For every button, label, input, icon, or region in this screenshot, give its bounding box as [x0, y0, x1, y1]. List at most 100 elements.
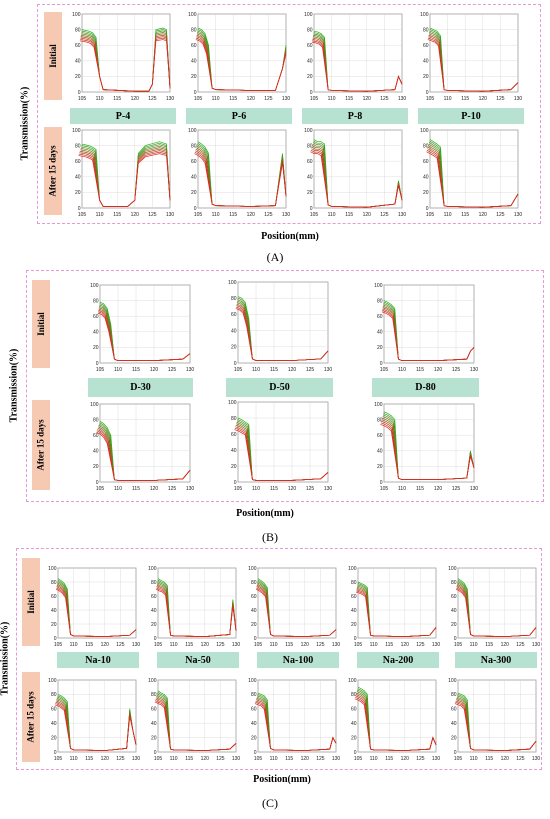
x-tick-label: 120: [434, 367, 443, 373]
y-tick-label: 100: [188, 12, 197, 18]
x-tick-label: 120: [479, 212, 488, 218]
y-tick-label: 40: [351, 608, 357, 614]
x-tick-label: 105: [54, 756, 63, 762]
x-tick-label: 105: [54, 642, 63, 648]
x-tick-label: 120: [401, 756, 410, 762]
x-tick-label: 120: [288, 486, 297, 492]
series-line-D-80-initial-8: [381, 311, 475, 362]
x-tick-label: 115: [113, 212, 121, 218]
x-tick-label: 130: [324, 486, 333, 492]
y-tick-label: 0: [354, 750, 357, 756]
panel-b-row-after-label: After 15 days: [32, 400, 50, 490]
x-tick-label: 105: [194, 212, 203, 218]
y-tick-label: 60: [451, 594, 457, 600]
y-tick-label: 20: [307, 190, 313, 196]
x-tick-label: 105: [96, 367, 105, 373]
x-tick-label: 130: [186, 486, 195, 492]
y-tick-label: 100: [420, 12, 429, 18]
y-tick-label: 60: [251, 707, 257, 713]
y-tick-label: 40: [307, 59, 313, 65]
plot-Na-200-initial: 105 110 115 120 125 130 0 20 40 60 80 100: [348, 566, 440, 648]
y-tick-label: 80: [191, 27, 197, 33]
x-tick-label: 115: [270, 367, 278, 373]
y-tick-label: 100: [374, 283, 383, 289]
plot-area: [357, 567, 437, 639]
y-tick-label: 100: [90, 402, 99, 408]
plot-area: [157, 567, 237, 639]
x-tick-label: 115: [461, 212, 469, 218]
x-tick-label: 105: [154, 756, 163, 762]
y-tick-label: 60: [307, 159, 313, 165]
y-tick-label: 60: [151, 707, 157, 713]
y-tick-label: 40: [75, 59, 81, 65]
y-tick-label: 80: [231, 416, 237, 422]
x-tick-label: 130: [166, 96, 175, 102]
y-tick-label: 80: [151, 580, 157, 586]
x-tick-label: 125: [306, 367, 315, 373]
x-tick-label: 125: [452, 367, 461, 373]
y-tick-label: 0: [54, 750, 57, 756]
y-tick-label: 20: [191, 74, 197, 80]
y-tick-label: 80: [75, 143, 81, 149]
y-tick-label: 20: [151, 735, 157, 741]
x-tick-label: 130: [398, 96, 407, 102]
y-tick-label: 20: [423, 190, 429, 196]
y-tick-label: 40: [231, 448, 237, 454]
condition-label-Na-300: Na-300: [455, 652, 537, 668]
x-tick-label: 130: [432, 756, 441, 762]
panel-c-ylabel: Transmission(%): [0, 621, 11, 696]
y-tick-label: 20: [191, 190, 197, 196]
x-tick-label: 115: [85, 756, 93, 762]
y-tick-label: 100: [248, 566, 257, 572]
plot-Na-100-initial: 105 110 115 120 125 130 0 20 40 60 80 100: [248, 566, 340, 648]
series-line-Na-10-after-8: [54, 704, 137, 751]
plot-area: [457, 679, 537, 753]
y-tick-label: 20: [51, 622, 57, 628]
x-tick-label: 105: [154, 642, 163, 648]
series-line-P-10-after-8: [426, 151, 519, 208]
y-tick-label: 0: [96, 480, 99, 486]
plot-Na-100-after: 105 110 115 120 125 130 0 20 40 60 80 100: [248, 678, 340, 762]
x-tick-label: 105: [380, 367, 389, 373]
x-tick-label: 120: [150, 486, 159, 492]
x-tick-label: 110: [270, 642, 278, 648]
series-line-P-8-after-8: [310, 151, 403, 208]
x-tick-label: 110: [170, 756, 178, 762]
x-tick-label: 115: [113, 96, 121, 102]
y-tick-label: 20: [231, 464, 237, 470]
y-tick-label: 20: [251, 735, 257, 741]
condition-label-Na-10: Na-10: [57, 652, 139, 668]
x-tick-label: 105: [426, 96, 435, 102]
x-tick-label: 125: [168, 367, 177, 373]
y-tick-label: 40: [251, 608, 257, 614]
x-tick-label: 125: [168, 486, 177, 492]
x-tick-label: 120: [363, 96, 372, 102]
x-tick-label: 105: [78, 96, 87, 102]
x-tick-label: 130: [514, 212, 523, 218]
x-tick-label: 125: [516, 756, 525, 762]
x-tick-label: 120: [301, 642, 310, 648]
y-tick-label: 100: [48, 678, 57, 684]
plot-area: [57, 567, 137, 639]
panel-c-xlabel: Position(mm): [253, 774, 311, 785]
plot-D-30-after: 105 110 115 120 125 130 0 20 40 60 80 100: [90, 402, 195, 492]
plot-area: [197, 129, 287, 209]
panel-b-xlabel: Position(mm): [236, 508, 294, 519]
y-tick-label: 100: [72, 12, 81, 18]
y-tick-label: 60: [231, 312, 237, 318]
y-tick-label: 100: [348, 566, 357, 572]
y-tick-label: 100: [228, 280, 237, 286]
x-tick-label: 120: [363, 212, 372, 218]
x-tick-label: 130: [324, 367, 333, 373]
condition-label-P-6: P-6: [186, 108, 292, 124]
x-tick-label: 105: [454, 756, 463, 762]
y-tick-label: 60: [231, 432, 237, 438]
x-tick-label: 125: [416, 642, 425, 648]
x-tick-label: 120: [434, 486, 443, 492]
plot-P-6-after: 105 110 115 120 125 130 0 20 40 60 80 100: [188, 128, 290, 218]
y-tick-label: 100: [48, 566, 57, 572]
panel-c-letter: (C): [262, 796, 278, 810]
plot-area: [237, 281, 329, 364]
y-tick-label: 60: [307, 43, 313, 49]
series-line-Na-300-after-8: [454, 703, 537, 751]
